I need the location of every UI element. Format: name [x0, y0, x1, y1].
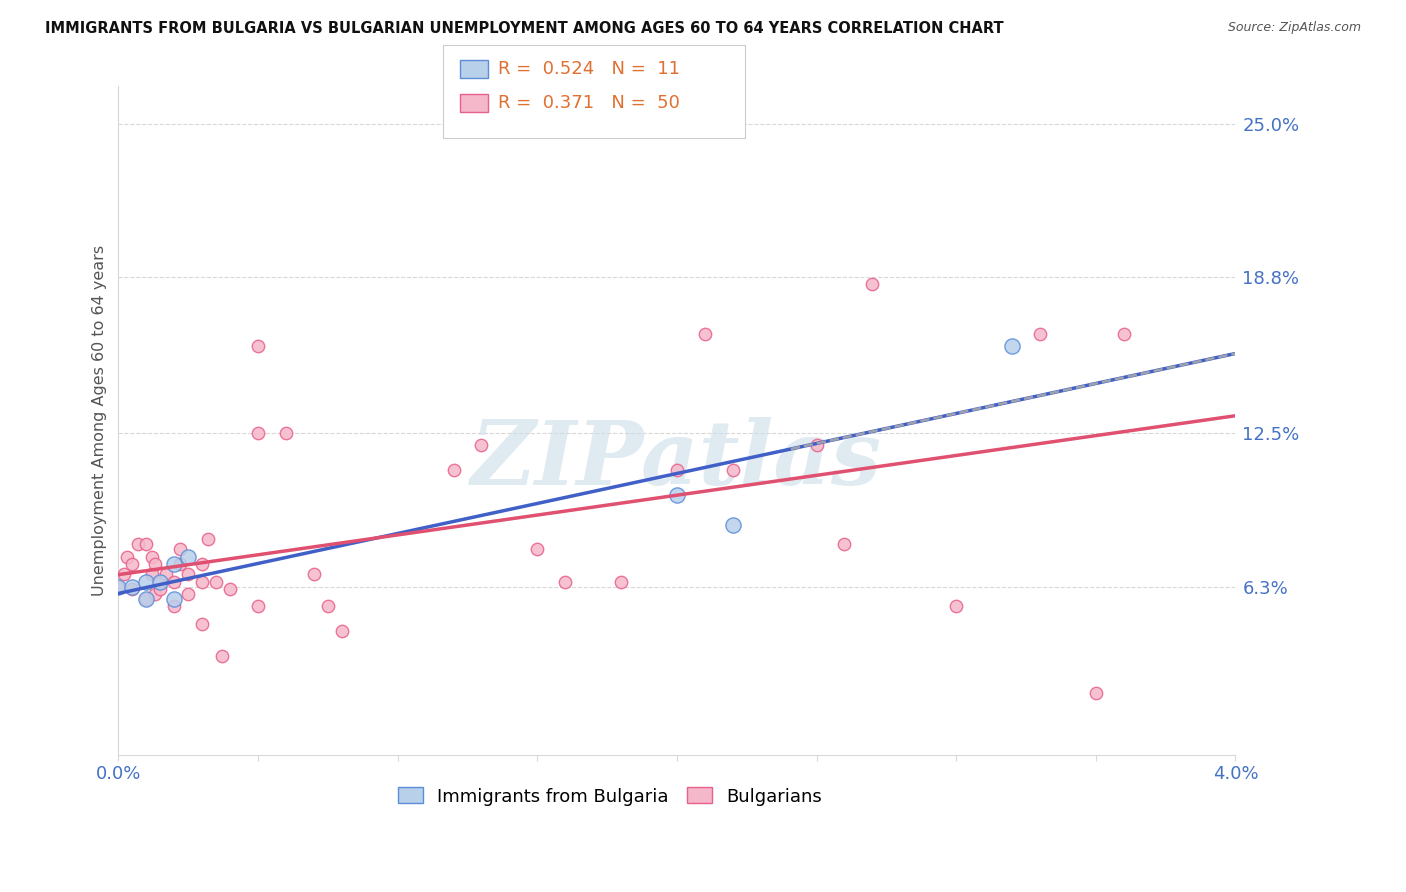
Point	[1029, 326, 1052, 341]
Point	[219, 582, 242, 596]
Point	[443, 463, 465, 477]
Point	[121, 580, 143, 594]
Point	[1001, 339, 1024, 353]
Point	[316, 599, 339, 614]
Point	[149, 574, 172, 589]
Point	[141, 567, 163, 582]
Point	[945, 599, 967, 614]
Point	[247, 339, 270, 353]
Text: R =  0.524   N =  11: R = 0.524 N = 11	[498, 60, 679, 78]
Point	[155, 567, 177, 582]
Point	[860, 277, 883, 292]
Point	[149, 574, 172, 589]
Point	[177, 567, 200, 582]
Point	[135, 591, 157, 606]
Point	[169, 558, 191, 572]
Point	[169, 542, 191, 557]
Point	[665, 463, 688, 477]
Point	[141, 549, 163, 564]
Point	[834, 537, 856, 551]
Point	[177, 587, 200, 601]
Point	[1084, 686, 1107, 700]
Point	[191, 616, 214, 631]
Point	[121, 558, 143, 572]
Point	[274, 425, 297, 440]
Point	[247, 599, 270, 614]
Text: Source: ZipAtlas.com: Source: ZipAtlas.com	[1227, 21, 1361, 34]
Text: ZIPatlas: ZIPatlas	[471, 417, 883, 504]
Point	[330, 624, 353, 639]
Point	[135, 574, 157, 589]
Point	[806, 438, 828, 452]
Point	[693, 326, 716, 341]
Text: IMMIGRANTS FROM BULGARIA VS BULGARIAN UNEMPLOYMENT AMONG AGES 60 TO 64 YEARS COR: IMMIGRANTS FROM BULGARIA VS BULGARIAN UN…	[45, 21, 1004, 36]
Point	[610, 574, 633, 589]
Point	[191, 574, 214, 589]
Point	[115, 549, 138, 564]
Point	[163, 591, 186, 606]
Point	[107, 580, 129, 594]
Point	[302, 567, 325, 582]
Point	[135, 537, 157, 551]
Point	[470, 438, 492, 452]
Point	[554, 574, 576, 589]
Point	[1112, 326, 1135, 341]
Point	[163, 558, 186, 572]
Point	[665, 488, 688, 502]
Y-axis label: Unemployment Among Ages 60 to 64 years: Unemployment Among Ages 60 to 64 years	[93, 245, 107, 596]
Point	[205, 574, 228, 589]
Point	[177, 549, 200, 564]
Point	[112, 567, 135, 582]
Point	[163, 599, 186, 614]
Point	[143, 558, 166, 572]
Point	[211, 648, 233, 663]
Point	[526, 542, 548, 557]
Point	[721, 517, 744, 532]
Point	[197, 533, 219, 547]
Point	[121, 582, 143, 596]
Point	[191, 558, 214, 572]
Point	[135, 591, 157, 606]
Point	[127, 537, 149, 551]
Text: R =  0.371   N =  50: R = 0.371 N = 50	[498, 94, 679, 112]
Point	[163, 574, 186, 589]
Legend: Immigrants from Bulgaria, Bulgarians: Immigrants from Bulgaria, Bulgarians	[391, 780, 830, 813]
Point	[247, 425, 270, 440]
Point	[143, 587, 166, 601]
Point	[721, 463, 744, 477]
Point	[107, 580, 129, 594]
Point	[149, 582, 172, 596]
